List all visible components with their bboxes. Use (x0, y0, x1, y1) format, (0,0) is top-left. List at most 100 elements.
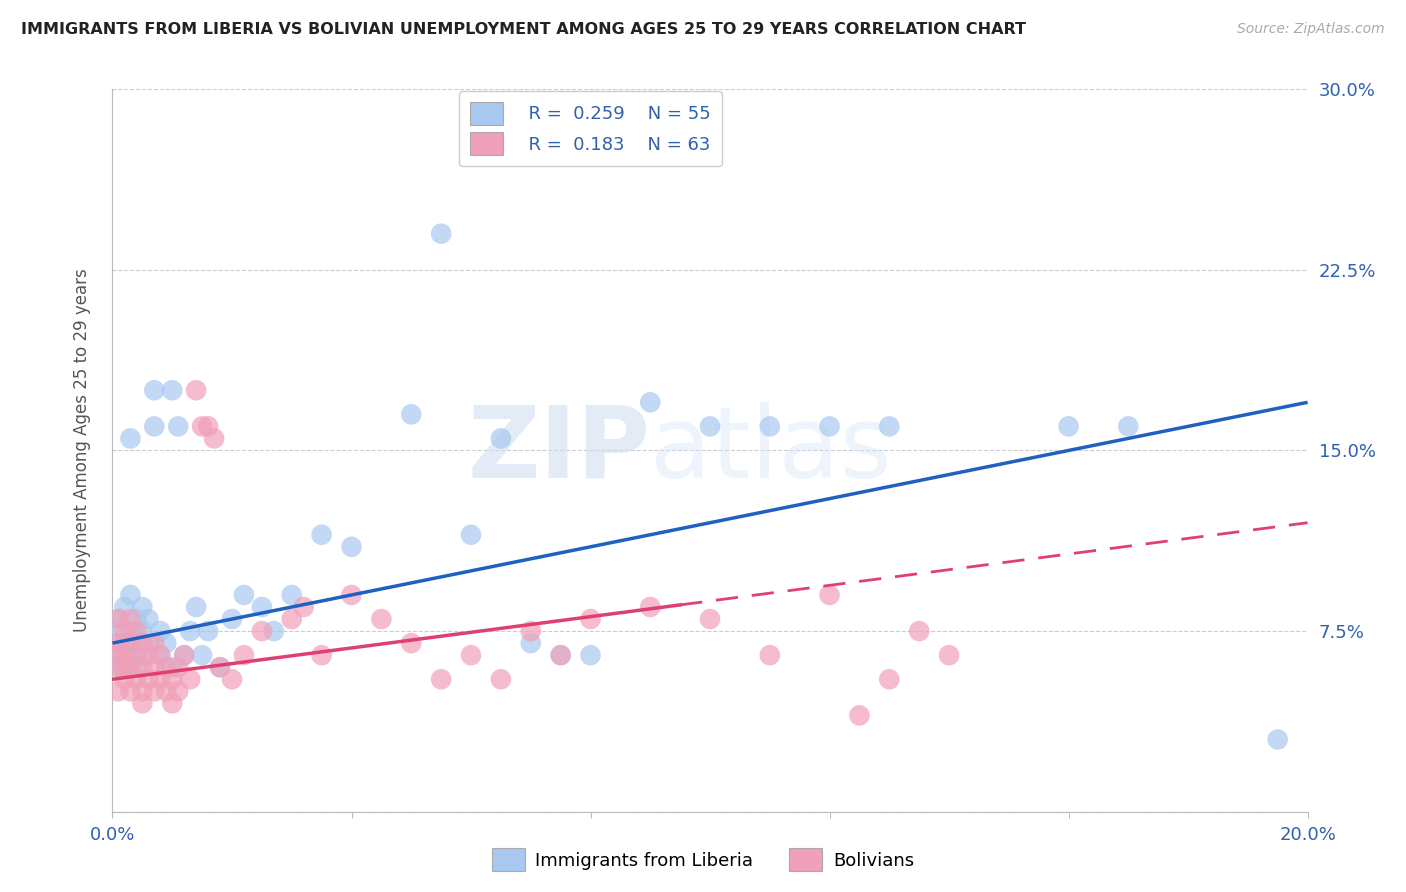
Point (120, 636, 142, 650)
Text: IMMIGRANTS FROM LIBERIA VS BOLIVIAN UNEMPLOYMENT AMONG AGES 25 TO 29 YEARS CORRE: IMMIGRANTS FROM LIBERIA VS BOLIVIAN UNEM… (21, 22, 1026, 37)
Point (114, 599, 135, 614)
Point (155, 660, 177, 674)
Point (143, 684, 166, 698)
Point (430, 673, 453, 687)
Point (340, 588, 363, 602)
Point (114, 660, 135, 674)
Point (107, 612, 129, 626)
Point (138, 673, 160, 687)
Point (311, 648, 333, 662)
Point (120, 660, 142, 674)
Point (155, 636, 177, 650)
Point (1267, 732, 1289, 747)
Point (120, 624, 142, 639)
Point (233, 648, 256, 662)
Point (162, 696, 183, 710)
Point (460, 527, 482, 541)
Point (209, 660, 232, 674)
Point (191, 648, 214, 662)
Point (120, 588, 142, 602)
Point (131, 696, 153, 710)
Point (370, 612, 392, 626)
Point (167, 684, 190, 698)
Point (143, 384, 166, 398)
Point (550, 648, 572, 662)
Point (292, 599, 315, 614)
Point (202, 431, 225, 445)
Point (125, 648, 148, 662)
Point (138, 612, 160, 626)
Point (125, 612, 148, 626)
Point (221, 673, 243, 687)
Text: ZIP: ZIP (467, 402, 651, 499)
Point (107, 648, 129, 662)
Point (848, 708, 870, 723)
Point (107, 660, 129, 674)
Point (120, 684, 142, 698)
Point (114, 660, 135, 674)
Point (250, 624, 273, 639)
Point (520, 624, 543, 639)
Point (131, 684, 153, 698)
Point (149, 673, 172, 687)
Point (186, 384, 208, 398)
Point (114, 624, 135, 639)
Point (149, 648, 172, 662)
Point (131, 636, 153, 650)
Point (125, 624, 148, 639)
Point (107, 624, 129, 639)
Point (114, 636, 135, 650)
Point (162, 660, 183, 674)
Point (155, 684, 177, 698)
Point (520, 636, 543, 650)
Point (879, 419, 901, 434)
Point (699, 419, 721, 434)
Point (579, 612, 602, 626)
Point (162, 384, 183, 398)
Point (107, 648, 129, 662)
Point (179, 673, 201, 687)
Point (125, 673, 148, 687)
Point (125, 660, 148, 674)
Point (120, 612, 142, 626)
Point (818, 588, 841, 602)
Point (191, 419, 214, 434)
Point (879, 673, 901, 687)
Point (162, 673, 183, 687)
Y-axis label: Unemployment Among Ages 25 to 29 years: Unemployment Among Ages 25 to 29 years (73, 268, 91, 632)
Point (167, 660, 190, 674)
Point (759, 419, 782, 434)
Legend: Immigrants from Liberia, Bolivians: Immigrants from Liberia, Bolivians (485, 841, 921, 879)
Point (114, 648, 135, 662)
Point (120, 648, 142, 662)
Point (281, 588, 304, 602)
Point (143, 660, 166, 674)
Point (149, 624, 172, 639)
Point (149, 648, 172, 662)
Point (640, 395, 662, 409)
Point (131, 648, 153, 662)
Point (938, 648, 960, 662)
Point (138, 636, 160, 650)
Point (131, 599, 153, 614)
Point (120, 431, 142, 445)
Point (579, 648, 602, 662)
Point (1118, 419, 1140, 434)
Point (250, 599, 273, 614)
Point (550, 648, 572, 662)
Point (131, 660, 153, 674)
Point (233, 588, 256, 602)
Text: Source: ZipAtlas.com: Source: ZipAtlas.com (1237, 22, 1385, 37)
Point (107, 660, 129, 674)
Point (107, 612, 129, 626)
Point (908, 624, 931, 639)
Point (107, 684, 129, 698)
Point (263, 624, 285, 639)
Point (173, 648, 195, 662)
Point (209, 660, 232, 674)
Point (460, 648, 482, 662)
Text: atlas: atlas (651, 402, 891, 499)
Point (143, 636, 166, 650)
Point (143, 419, 166, 434)
Point (138, 648, 160, 662)
